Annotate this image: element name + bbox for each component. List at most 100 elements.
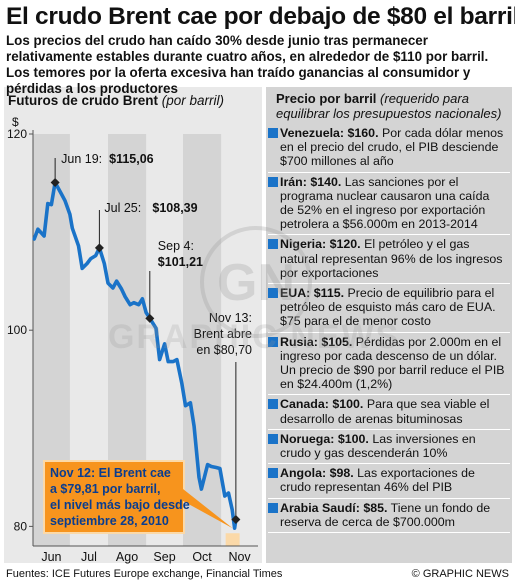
country-note: Por cada dólar menos en el precio del cr… xyxy=(280,126,504,169)
x-tick-label: Oct xyxy=(192,550,212,564)
country-item-venezuela: Venezuela: $160. Por cada dólar menos en… xyxy=(268,124,510,173)
country-item-iran: Irán: $140. Las sanciones por el program… xyxy=(268,173,510,236)
country-price: $85. xyxy=(363,500,388,515)
callout-text-line-3: el nivel más bajo desde xyxy=(50,498,190,512)
callout-text-line-1: Nov 12: El Brent cae xyxy=(50,466,171,480)
annotation-jun19-date: Jun 19: xyxy=(61,152,102,166)
country-note: Para que sea viable el desarrollo de are… xyxy=(280,397,490,426)
data-point xyxy=(47,203,48,204)
country-name: Arabia Saudí: xyxy=(280,500,360,515)
country-name: Venezuela: xyxy=(280,126,345,140)
x-tick-label: Nov xyxy=(228,550,251,564)
x-tick-label: Ago xyxy=(116,550,138,564)
country-item-nigeria: Nigeria: $120. El petróleo y el gas natu… xyxy=(268,235,510,285)
data-point xyxy=(121,288,122,289)
data-point xyxy=(51,204,52,205)
data-point xyxy=(125,296,126,297)
data-point xyxy=(181,383,182,384)
callout-text-line-2: a $79,81 por barril, xyxy=(50,482,160,496)
data-point xyxy=(133,302,134,303)
data-point xyxy=(176,359,177,360)
price-heading-label: Precio por barril xyxy=(276,91,377,106)
data-point xyxy=(232,509,233,510)
country-item-arabia-saudi: Arabia Saudí: $85. Tiene un fondo de res… xyxy=(268,499,510,534)
chart-heading: Futuros de crudo Brent (por barril) xyxy=(8,93,224,108)
low-point-highlight xyxy=(225,533,240,546)
data-point xyxy=(207,464,208,465)
callout-pointer xyxy=(183,489,233,529)
data-point xyxy=(142,298,143,299)
bullet-square-icon xyxy=(268,128,278,138)
annotation-marker-icon xyxy=(231,515,241,525)
brent-price-line xyxy=(32,180,238,531)
low-point-callout-box xyxy=(43,460,185,534)
country-price: $105. xyxy=(321,334,353,349)
annotation-marker-icon xyxy=(145,313,155,323)
copyright-credit: © GRAPHIC NEWS xyxy=(411,568,509,580)
sources-note: Fuentes: ICE Futures Europe exchange, Fi… xyxy=(6,568,283,580)
y-tick-label: 80 xyxy=(14,519,28,533)
annotation-nov13-line1: Nov 13: xyxy=(209,311,252,325)
data-point xyxy=(185,405,186,406)
data-point xyxy=(82,268,83,269)
annotation-jul25-value: $108,39 xyxy=(152,201,197,215)
x-tick-label: Sep xyxy=(153,550,175,564)
data-point xyxy=(69,214,70,215)
x-tick-label: Jun xyxy=(41,550,61,564)
data-point xyxy=(224,495,225,496)
data-point xyxy=(78,245,79,246)
country-price: $160. xyxy=(347,126,379,140)
country-price: $140. xyxy=(310,174,342,189)
data-point xyxy=(168,361,169,362)
country-price: $115. xyxy=(313,286,345,301)
country-item-canada: Canada: $100. Para que sea viable el des… xyxy=(268,395,510,430)
bullet-square-icon xyxy=(268,399,278,410)
data-point xyxy=(173,361,174,362)
data-point xyxy=(90,258,91,259)
bullet-square-icon xyxy=(268,502,278,513)
page-title: El crudo Brent cae por debajo de $80 el … xyxy=(6,3,515,30)
watermark-text: GRAPHIC NEWS xyxy=(108,318,401,356)
annotation-nov13-line3: en $80,70 xyxy=(196,343,252,357)
data-point xyxy=(112,287,113,288)
data-point xyxy=(37,229,38,230)
data-point xyxy=(64,200,65,201)
country-item-noruega: Noruega: $100. Las inversiones en crudo … xyxy=(268,430,510,465)
data-point xyxy=(159,359,160,360)
data-point xyxy=(61,193,62,194)
price-heading-note: (requerido para equilibrar los presupues… xyxy=(276,91,502,121)
data-point xyxy=(228,492,229,493)
country-price: $100. xyxy=(337,431,369,446)
page-subtitle: Los precios del crudo han caído 30% desd… xyxy=(6,33,489,96)
y-tick-label: 100 xyxy=(7,323,27,337)
data-point xyxy=(216,467,217,468)
bullet-square-icon xyxy=(268,336,278,347)
x-tick-label: Jul xyxy=(81,550,97,564)
data-point xyxy=(194,426,195,427)
annotation-nov13-line2: Brent abre xyxy=(194,327,252,341)
data-point xyxy=(219,468,220,469)
country-item-eua: EUA: $115. Precio de equilibrio para el … xyxy=(268,284,510,333)
chart-heading-unit: (por barril) xyxy=(161,93,225,108)
data-point xyxy=(116,281,117,282)
data-point xyxy=(146,312,147,313)
data-point xyxy=(201,489,202,490)
country-note: El petróleo y el gas natural representan… xyxy=(280,237,503,280)
data-point xyxy=(95,255,96,256)
data-point xyxy=(104,263,105,264)
data-point xyxy=(72,228,73,229)
country-price: $120. xyxy=(329,237,361,252)
bullet-square-icon xyxy=(268,288,278,299)
bullet-square-icon xyxy=(268,239,278,250)
bullet-square-icon xyxy=(268,433,278,444)
country-name: Noruega: xyxy=(280,431,335,446)
month-band xyxy=(183,134,222,546)
country-note: Las sanciones por el programa nuclear ca… xyxy=(280,174,490,232)
country-note: Las inversiones en crudo y gas descender… xyxy=(280,431,476,461)
country-note: Pérdidas por 2.000m en el ingreso por ca… xyxy=(280,334,505,392)
price-panel xyxy=(266,87,512,563)
country-item-angola: Angola: $98. Las exportaciones de crudo … xyxy=(268,464,510,499)
data-point xyxy=(234,528,235,529)
annotation-sep4-date: Sep 4: xyxy=(158,239,194,253)
